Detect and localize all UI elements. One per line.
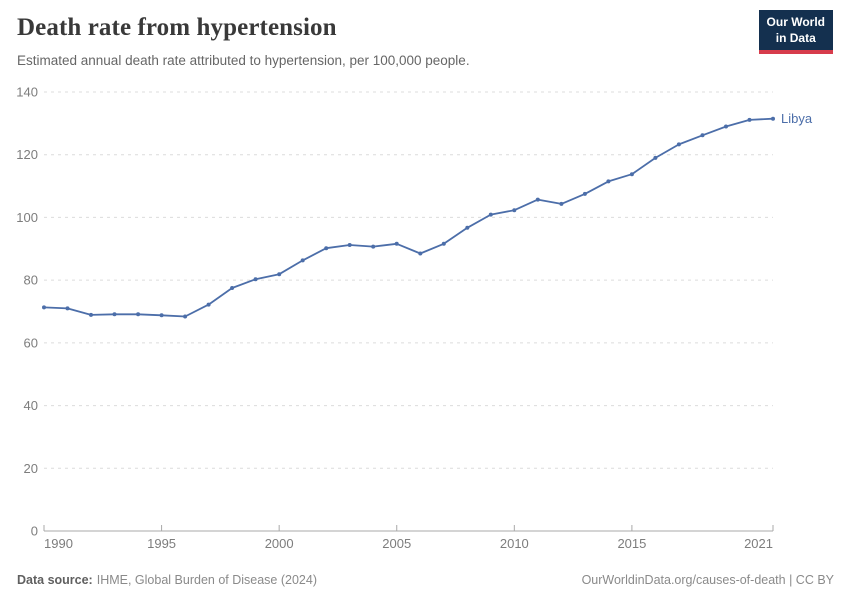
x-tick-label: 2021 xyxy=(744,536,773,551)
data-point[interactable] xyxy=(324,246,329,251)
data-point[interactable] xyxy=(112,312,117,317)
data-point[interactable] xyxy=(771,116,775,121)
y-tick-label: 100 xyxy=(16,210,38,225)
data-point[interactable] xyxy=(724,124,728,129)
y-tick-label: 80 xyxy=(24,273,38,288)
data-point[interactable] xyxy=(465,225,470,230)
y-tick-label: 20 xyxy=(24,461,38,476)
data-point[interactable] xyxy=(747,117,752,122)
y-tick-label: 0 xyxy=(31,524,38,539)
data-point[interactable] xyxy=(676,142,681,147)
data-point[interactable] xyxy=(394,241,399,246)
data-source-label: Data source: xyxy=(17,573,93,587)
y-tick-label: 40 xyxy=(24,398,38,413)
line-chart: 0 20 40 60 80 100 120 140 1990 1995 2000 2005 2010 20… xyxy=(16,85,813,552)
data-point[interactable] xyxy=(629,172,634,177)
x-tick-label: 1990 xyxy=(44,536,73,551)
data-point[interactable] xyxy=(277,272,282,277)
data-point[interactable] xyxy=(253,277,258,282)
credit-link[interactable]: OurWorldinData.org/causes-of-death | CC … xyxy=(581,573,834,587)
data-point[interactable] xyxy=(347,243,352,247)
data-point[interactable] xyxy=(535,197,540,202)
data-point[interactable] xyxy=(183,314,188,319)
page-title: Death rate from hypertension xyxy=(17,14,337,41)
data-point[interactable] xyxy=(300,258,305,263)
data-line[interactable] xyxy=(43,117,774,318)
data-source: Data source: IHME, Global Burden of Disea… xyxy=(17,573,317,587)
data-point[interactable] xyxy=(488,212,493,217)
data-point[interactable] xyxy=(206,302,211,307)
owid-logo-line1: Our World xyxy=(766,15,825,29)
data-point[interactable] xyxy=(653,155,658,160)
data-point[interactable] xyxy=(700,133,705,138)
data-point[interactable] xyxy=(371,244,376,249)
chart-footer: Data source: IHME, Global Burden of Disea… xyxy=(17,573,834,587)
data-point[interactable] xyxy=(582,191,587,196)
chart-subtitle: Estimated annual death rate attributed t… xyxy=(17,53,470,68)
data-point[interactable] xyxy=(65,306,70,311)
data-point[interactable] xyxy=(42,305,46,310)
data-point[interactable] xyxy=(512,208,517,213)
x-tick-label: 1995 xyxy=(147,536,176,551)
data-point[interactable] xyxy=(230,286,235,290)
x-tick-label: 2005 xyxy=(382,536,411,551)
y-tick-label: 60 xyxy=(24,335,38,350)
data-point[interactable] xyxy=(418,251,423,256)
data-source-text: IHME, Global Burden of Disease (2024) xyxy=(96,573,317,587)
data-point[interactable] xyxy=(559,201,564,206)
data-point[interactable] xyxy=(606,179,611,184)
x-tick-label: 2015 xyxy=(617,536,646,551)
x-tick-label: 2010 xyxy=(500,536,529,551)
owid-logo-line2: in Data xyxy=(775,30,816,45)
data-point[interactable] xyxy=(441,241,446,246)
entity-label-libya[interactable]: Libya xyxy=(781,111,813,126)
owid-logo[interactable]: Our World in Data xyxy=(758,10,833,55)
data-point[interactable] xyxy=(89,312,93,317)
y-tick-label: 120 xyxy=(16,147,38,162)
x-tick-label: 2000 xyxy=(265,536,294,551)
data-point[interactable] xyxy=(136,312,141,317)
y-tick-label: 140 xyxy=(16,85,38,100)
data-point[interactable] xyxy=(159,313,164,318)
